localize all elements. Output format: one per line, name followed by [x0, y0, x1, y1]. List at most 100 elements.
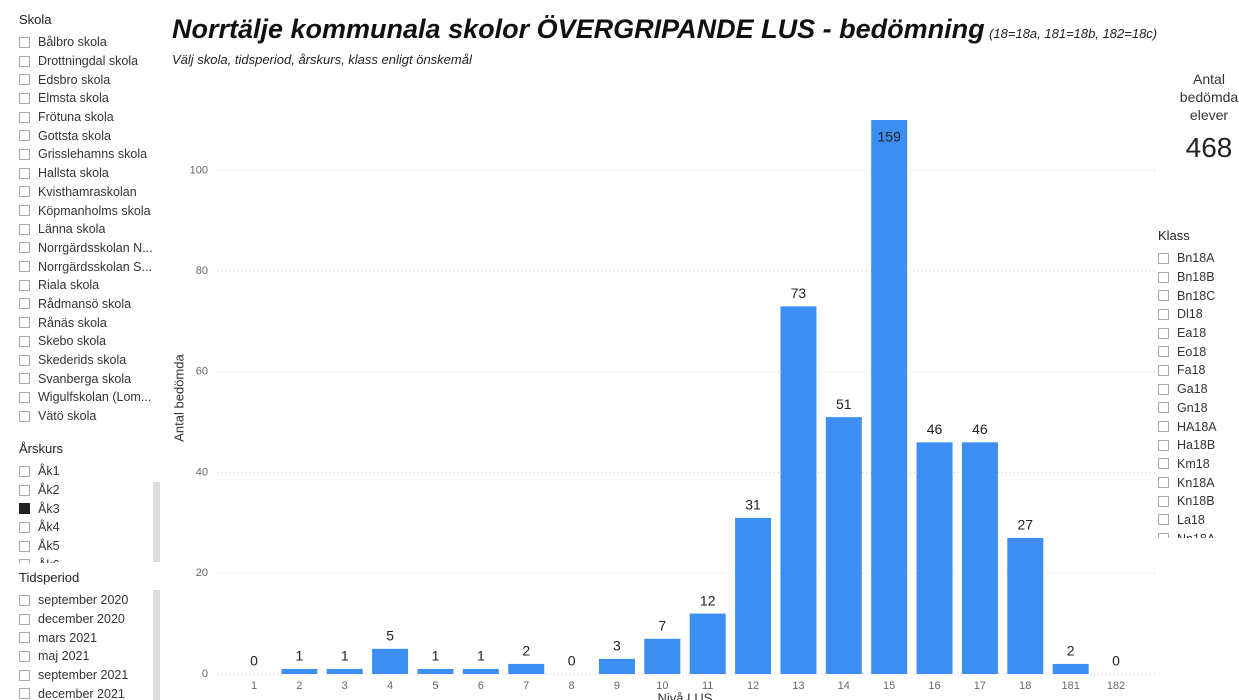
slicer-item[interactable]: Kvisthamraskolan — [19, 183, 153, 202]
slicer-item[interactable]: Bålbro skola — [19, 33, 153, 52]
slicer-item[interactable]: Fa18 — [1158, 361, 1217, 380]
slicer-item[interactable]: Elmsta skola — [19, 89, 153, 108]
slicer-item[interactable]: Rådmansö skola — [19, 295, 153, 314]
slicer-item[interactable]: Grisslehamns skola — [19, 145, 153, 164]
slicer-item[interactable]: HA18A — [1158, 417, 1217, 436]
item-label: Åk2 — [38, 483, 60, 498]
checkbox — [1158, 271, 1169, 283]
slicer-item[interactable]: Köpmanholms skola — [19, 201, 153, 220]
bar — [281, 668, 318, 674]
slicer-item[interactable]: Edsbro skola — [19, 70, 153, 89]
slicer-item[interactable]: Nn18A — [1158, 529, 1217, 538]
slicer-item[interactable]: Eo18 — [1158, 342, 1217, 361]
data-label: 46 — [927, 421, 943, 437]
slicer-item[interactable]: Km18 — [1158, 455, 1217, 474]
checkbox — [19, 632, 30, 644]
scrollbar — [153, 482, 160, 562]
slicer-item[interactable]: Ga18 — [1158, 380, 1217, 399]
item-label: mars 2021 — [38, 630, 98, 645]
data-label: 1 — [432, 648, 440, 664]
slicer-item[interactable]: Kn18B — [1158, 492, 1217, 511]
data-label: 12 — [700, 592, 716, 608]
slicer-item[interactable]: maj 2021 — [19, 647, 128, 666]
checkbox — [19, 130, 30, 142]
item-label: Gottsta skola — [38, 128, 111, 143]
slicer-item[interactable]: Kn18A — [1158, 473, 1217, 492]
x-tick-label: 9 — [614, 680, 620, 692]
checkbox — [1158, 458, 1169, 470]
slicer-item[interactable]: Rånäs skola — [19, 313, 153, 332]
slicer-item[interactable]: Länna skola — [19, 220, 153, 239]
checkbox — [19, 36, 30, 48]
slicer-item[interactable]: Svanberga skola — [19, 369, 153, 388]
slicer-item[interactable]: Åk4 — [19, 518, 63, 537]
slicer-item[interactable]: Skederids skola — [19, 351, 153, 370]
x-tick-label: 2 — [296, 680, 302, 692]
x-tick-label: 17 — [974, 680, 986, 692]
slicer-item[interactable]: Riala skola — [19, 276, 153, 295]
slicer-item[interactable]: Åk1 — [19, 462, 63, 481]
slicer-item[interactable]: december 2020 — [19, 610, 128, 629]
item-label: Drottningdal skola — [38, 54, 139, 69]
slicer-item[interactable]: Hallsta skola — [19, 164, 153, 183]
slicer-item[interactable]: Bn18C — [1158, 286, 1217, 305]
checkbox — [19, 410, 30, 422]
checkbox — [19, 391, 30, 403]
slicer: Skola Bålbro skola Drottningdal skola Edsbr… — [19, 12, 153, 425]
checkbox — [19, 354, 30, 366]
checkbox — [19, 559, 30, 563]
slicer-item[interactable]: Åk6 — [19, 555, 63, 563]
y-tick-label: 60 — [196, 366, 208, 378]
slicer-item[interactable]: december 2021 — [19, 684, 128, 700]
slicer-item[interactable]: Norrgärdsskolan N... — [19, 239, 153, 258]
item-label: Köpmanholms skola — [38, 203, 151, 218]
slicer-item[interactable]: september 2021 — [19, 666, 128, 685]
item-label: Ha18B — [1177, 438, 1216, 453]
y-tick-label: 0 — [202, 668, 208, 680]
checkbox — [19, 335, 30, 347]
checkbox — [19, 484, 30, 496]
slicer-item[interactable]: Norrgärdsskolan S... — [19, 257, 153, 276]
slicer-item[interactable]: La18 — [1158, 511, 1217, 530]
slicer-item[interactable]: september 2020 — [19, 591, 128, 610]
x-tick-label: 1 — [251, 680, 257, 692]
slicer-item[interactable]: Gn18 — [1158, 399, 1217, 418]
item-label: september 2020 — [38, 593, 129, 608]
y-tick-label: 80 — [196, 265, 208, 277]
slicer-item[interactable]: Frötuna skola — [19, 108, 153, 127]
slicer-item[interactable]: Ea18 — [1158, 324, 1217, 343]
slicer-item[interactable]: Bn18B — [1158, 268, 1217, 287]
slicer-item[interactable]: Skebo skola — [19, 332, 153, 351]
x-tick-label: 16 — [928, 680, 940, 692]
bar — [326, 668, 363, 674]
y-tick-label: 40 — [196, 466, 208, 478]
checkbox — [19, 503, 30, 515]
slicer-item[interactable]: Åk2 — [19, 481, 63, 500]
slicer-item[interactable]: Bn18A — [1158, 249, 1217, 268]
bar — [372, 648, 409, 674]
item-label: La18 — [1177, 512, 1205, 527]
scrollbar — [153, 590, 160, 700]
checkbox — [1158, 402, 1169, 414]
slicer-item[interactable]: mars 2021 — [19, 628, 128, 647]
item-label: Bn18A — [1177, 251, 1215, 266]
slicer-item[interactable]: Ha18B — [1158, 436, 1217, 455]
slicer-item[interactable]: Gottsta skola — [19, 126, 153, 145]
checkbox — [19, 373, 30, 385]
slicer-item[interactable]: Åk5 — [19, 537, 63, 556]
slicer-item[interactable]: Åk3 — [19, 499, 63, 518]
slicer-item[interactable]: Drottningdal skola — [19, 52, 153, 71]
checkbox — [19, 148, 30, 160]
item-label: Ea18 — [1177, 326, 1207, 341]
x-tick-label: 7 — [523, 680, 529, 692]
bar — [825, 417, 862, 674]
x-tick-label: 15 — [883, 680, 895, 692]
slicer-item[interactable]: Wigulfskolan (Lom... — [19, 388, 153, 407]
item-label: Bn18B — [1177, 270, 1215, 285]
checkbox — [19, 521, 30, 533]
slicer-item[interactable]: Dl18 — [1158, 305, 1217, 324]
x-tick-label: 11 — [702, 680, 713, 692]
slicer-item[interactable]: Vätö skola — [19, 407, 153, 426]
bar — [598, 658, 635, 674]
